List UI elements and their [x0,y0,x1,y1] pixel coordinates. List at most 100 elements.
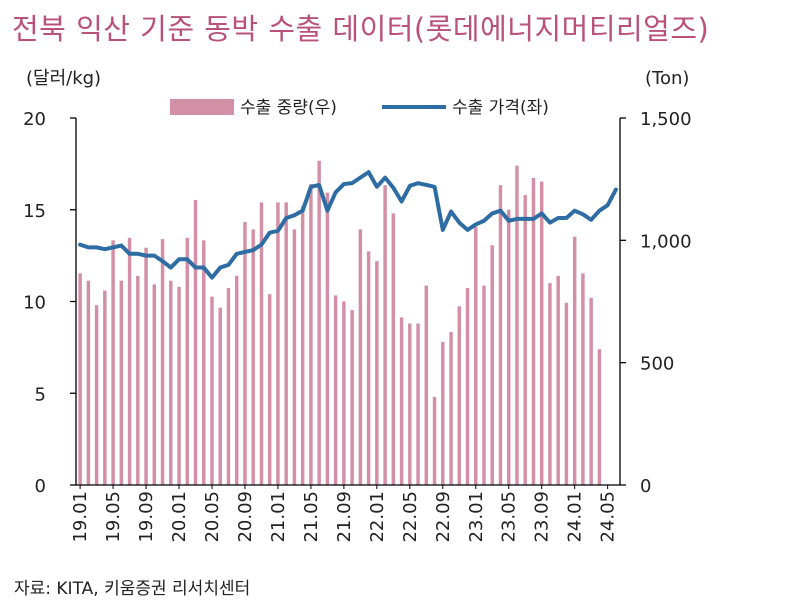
bar-point [342,301,346,485]
line-point [334,191,337,194]
line-point [524,217,527,221]
line-point [400,200,403,203]
line-point [317,183,321,187]
bar-point [251,229,255,485]
x-axis-tick-label: 23.01 [466,491,487,543]
line-point [458,221,461,224]
x-axis-tick-labels: 19.01 19.05 19.09 20.01 20.05 20.09 21.01 21.05… [70,491,619,543]
bar-point [507,209,511,485]
bar-point [243,221,247,486]
line-point [392,186,395,189]
x-axis-tick-label: 20.05 [202,491,223,543]
line-point [120,244,123,247]
line-point [425,183,428,187]
line-point [293,214,296,217]
bar-point [185,237,189,485]
line-point [161,259,164,263]
right-axis-tick-label: 1,500 [640,109,692,130]
bar-point [350,310,354,485]
bar-point [465,288,470,485]
line-point [301,209,304,212]
bar-point [218,307,222,485]
line-point [284,216,288,220]
right-axis-tick-label: 1,000 [640,231,692,252]
line-point [219,266,222,269]
line-point [235,252,238,255]
line-point [169,266,172,269]
bar-point [449,332,453,485]
bar-point [292,229,297,485]
line-point [474,223,477,226]
line-point [103,248,107,251]
bar-point [564,302,569,485]
line-point [309,185,313,189]
line-point [95,246,98,249]
bar-point [169,280,173,485]
bar-point [325,192,330,485]
bar-point [539,181,544,486]
line-point [252,248,255,252]
bar-point [474,226,478,485]
bar-point [399,317,404,485]
bar-point [193,199,198,485]
line-point [556,216,560,220]
line-point [210,276,214,279]
line-point [136,252,140,255]
bar-point [391,213,396,486]
line-point [243,250,247,254]
bar-point [111,240,115,485]
bar-point [119,280,124,485]
bar-point [309,184,313,485]
bar-point [408,323,412,485]
line-point [78,243,82,246]
bar-point [581,273,585,485]
bar-point [160,239,165,485]
bar-point [226,288,231,485]
x-axis-tick-label: 23.05 [499,491,520,543]
line-point [186,258,189,261]
right-axis-tick-label: 500 [640,354,674,375]
bar-point [441,341,445,485]
bar-point [94,305,99,485]
line-point [350,181,354,185]
bar-point [276,202,280,485]
line-point [227,263,230,266]
line-point [153,254,156,257]
bar-point [86,280,91,485]
left-axis-tick-label: 15 [23,201,46,222]
line-point [408,184,412,188]
left-axis-tick-label: 5 [35,384,46,405]
left-axis-label: (달러/kg) [26,68,101,89]
bar-point [383,185,387,485]
bar-point [490,245,494,485]
legend-bar-label: 수출 중량(우) [240,98,337,118]
bar-point [498,185,503,485]
bar-point [136,275,140,485]
chart-title: 전북 익산 기준 동박 수출 데이터(롯데에너지머티리얼즈) [12,12,710,46]
bar-point [366,251,371,485]
bar-point [333,295,338,485]
line-point [383,176,387,179]
bar-point [358,229,363,485]
line-point [614,188,618,191]
line-point [326,209,329,212]
x-axis-tick-label: 22.01 [367,491,388,543]
bar-point [597,349,602,485]
line-point [573,209,576,212]
bar-point [300,206,305,485]
line-point [128,252,131,255]
bar-point [78,273,82,485]
bar-point [284,202,288,485]
line-point [449,210,453,213]
line-point [548,221,552,224]
line-point [202,266,205,269]
line-point [177,258,181,261]
line-point [499,209,502,212]
bar-point [482,285,486,485]
line-point [194,266,197,269]
line-point [482,219,486,222]
bar-point [103,290,107,485]
bar-point [556,275,560,485]
bar-point [515,165,519,485]
bar-point [531,177,536,485]
